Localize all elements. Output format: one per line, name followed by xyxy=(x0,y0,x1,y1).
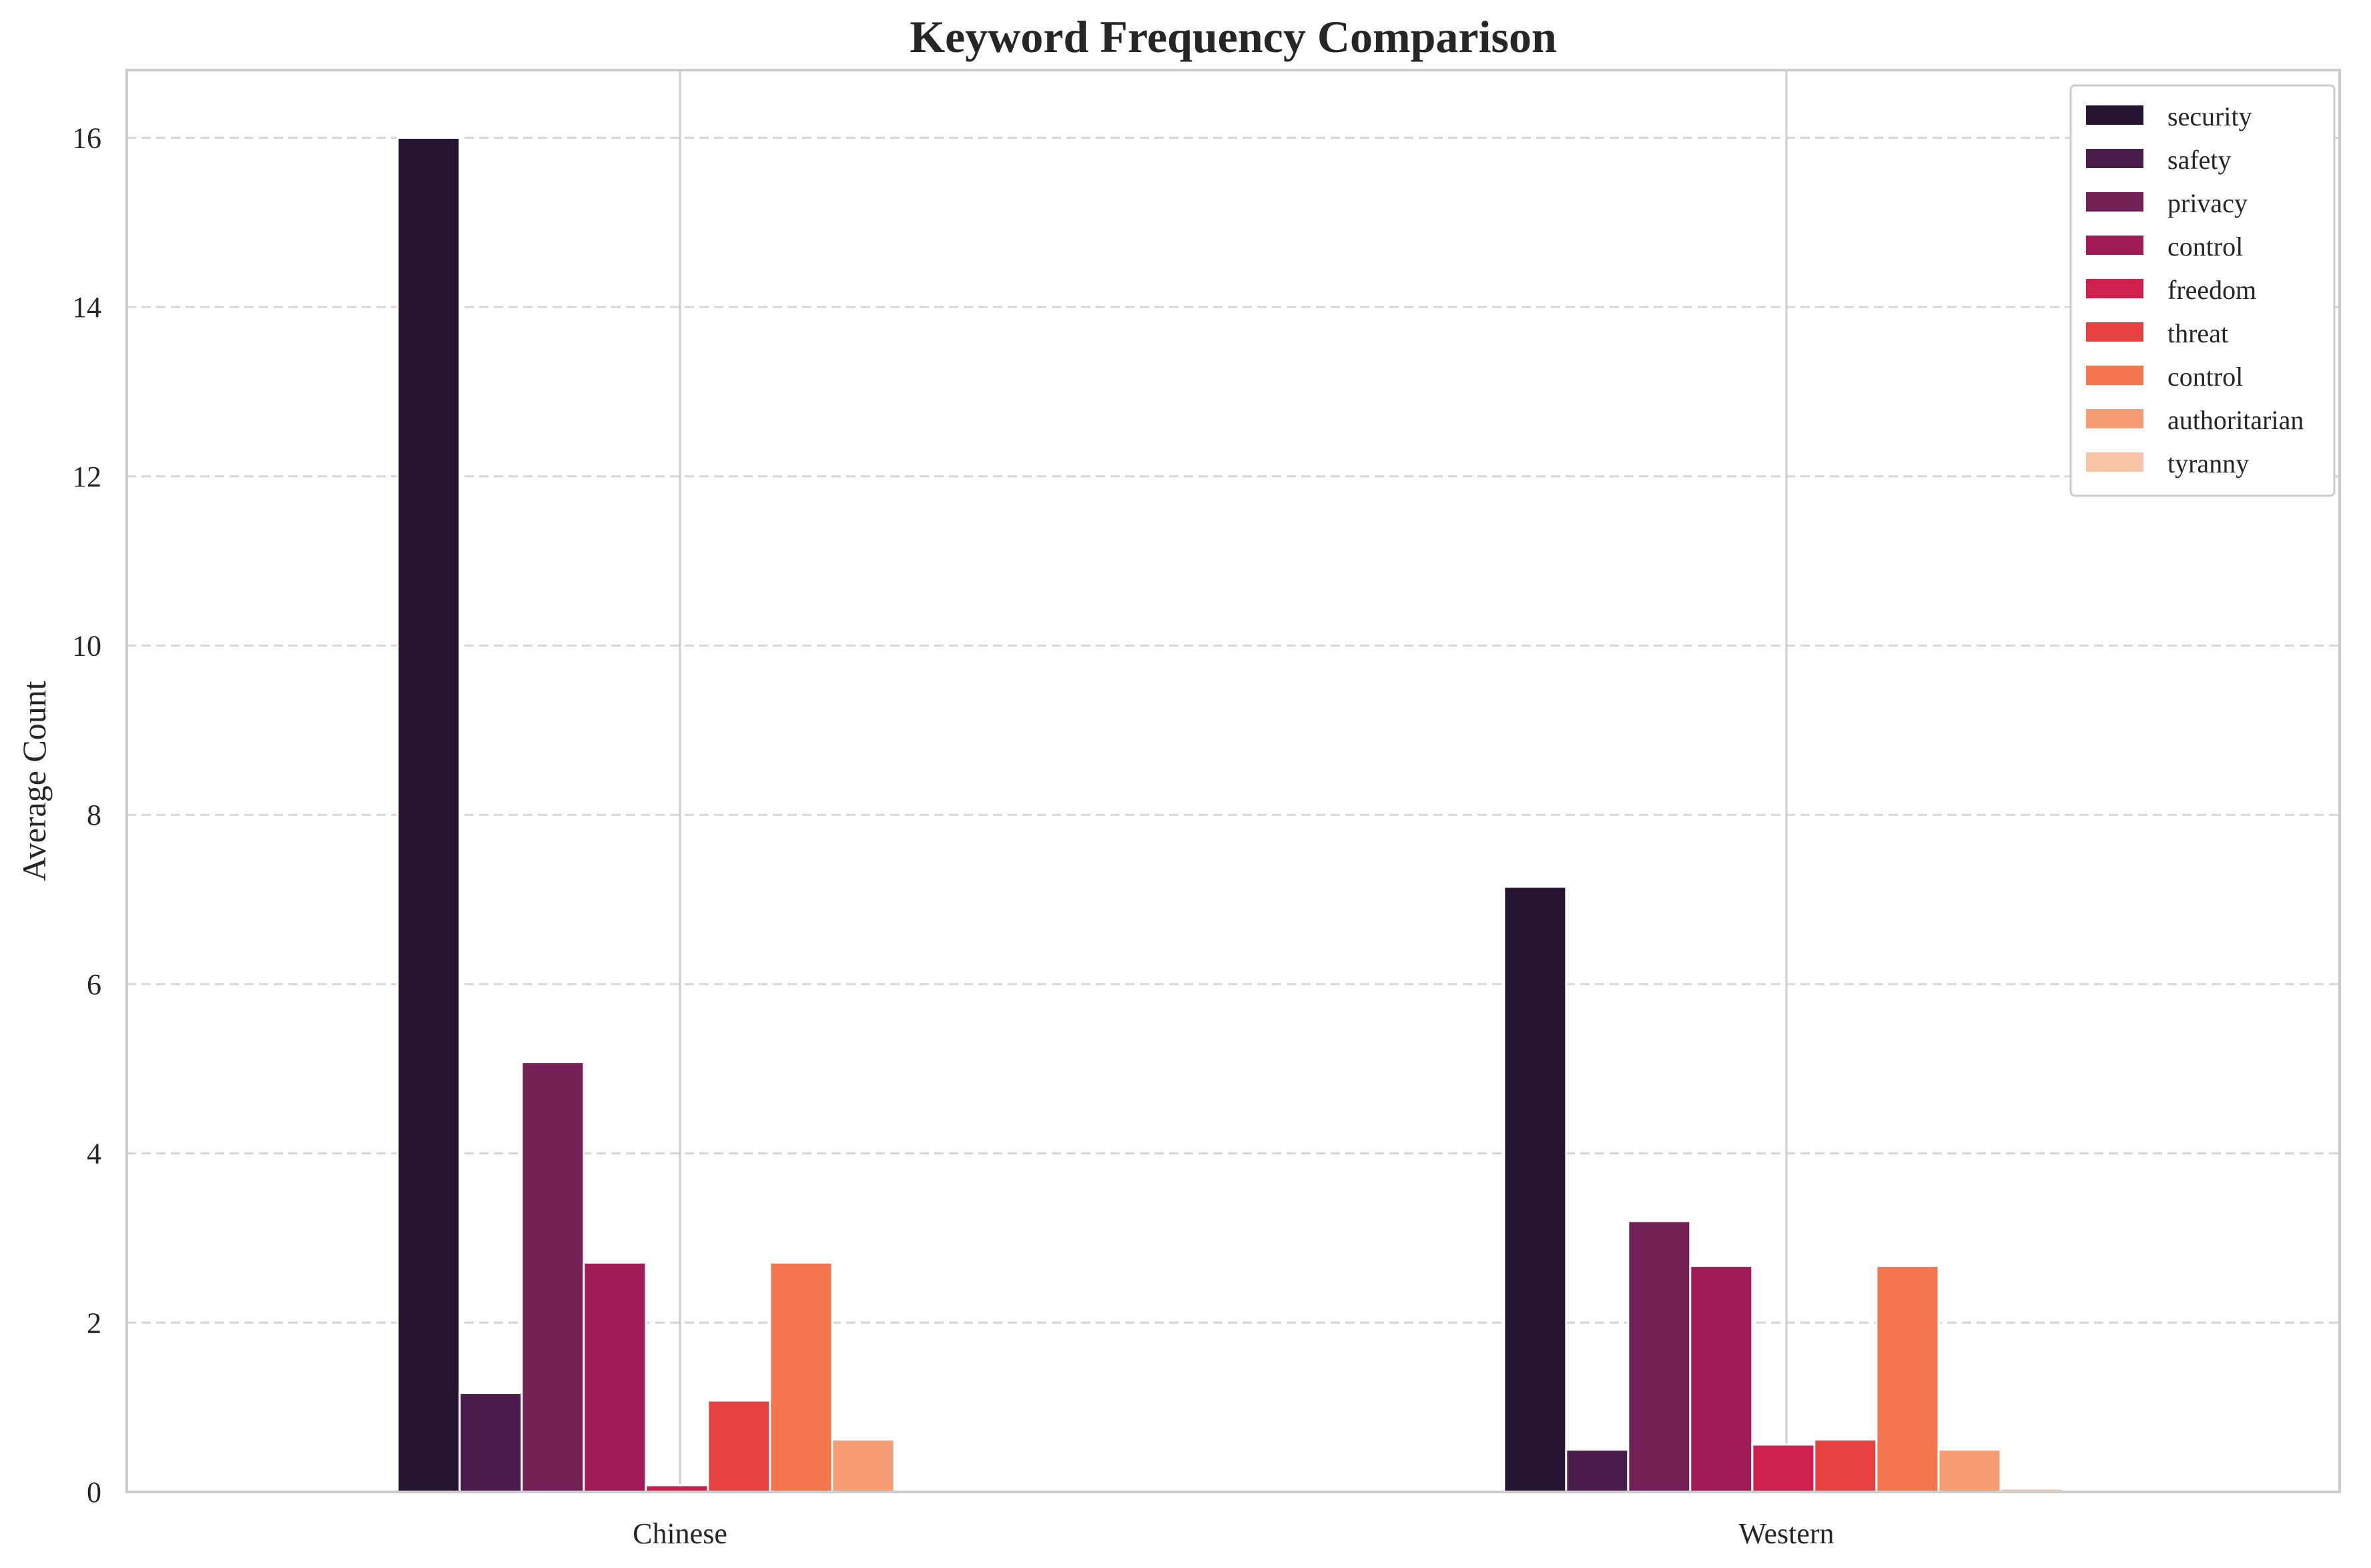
bar-threat-chinese xyxy=(707,1399,771,1493)
bar-threat-western xyxy=(1813,1438,1878,1493)
y-axis-title: Average Count xyxy=(15,681,53,881)
grid-layer xyxy=(127,136,2340,1324)
x-tick-labels: Chinese Western xyxy=(633,1517,1834,1550)
legend-label: control xyxy=(2167,362,2243,392)
legend-swatch xyxy=(2086,279,2143,298)
legend-swatch xyxy=(2086,409,2143,428)
plot-frame xyxy=(125,69,2341,1493)
legend-label: threat xyxy=(2167,318,2228,348)
bar-safety-western xyxy=(1565,1449,1630,1493)
y-tick-label: 16 xyxy=(72,121,101,154)
bar-privacy-chinese xyxy=(521,1061,585,1493)
legend-label: security xyxy=(2167,101,2252,131)
legend-swatch xyxy=(2086,322,2143,342)
legend-label: authoritarian xyxy=(2167,405,2304,435)
legend: security safety privacy control freedom threa… xyxy=(2069,84,2336,497)
legend-swatch xyxy=(2086,236,2143,255)
category-lines xyxy=(679,70,1788,1492)
bar-privacy-western xyxy=(1627,1220,1692,1493)
y-tick-label: 4 xyxy=(87,1138,101,1170)
x-tick-label: Chinese xyxy=(633,1517,727,1550)
bar-safety-chinese xyxy=(458,1392,523,1493)
bar-authoritarian-chinese xyxy=(831,1438,896,1493)
y-tick-label: 6 xyxy=(87,968,101,1001)
legend-swatch xyxy=(2086,149,2143,168)
bar-authoritarian-western xyxy=(1937,1449,2002,1493)
bar-freedom-western xyxy=(1751,1443,1816,1493)
legend-label: privacy xyxy=(2167,188,2248,218)
bar-control-chinese xyxy=(583,1261,647,1493)
chart-title: Keyword Frequency Comparison xyxy=(910,11,1557,62)
legend-swatch xyxy=(2086,452,2143,472)
x-tick-label: Western xyxy=(1738,1517,1834,1550)
y-tick-label: 12 xyxy=(72,460,101,493)
y-tick-label: 0 xyxy=(87,1476,101,1509)
bar-control-western xyxy=(1689,1264,1754,1493)
legend-label: control xyxy=(2167,232,2243,262)
y-tick-label: 10 xyxy=(72,630,101,663)
bar-security-chinese xyxy=(396,136,461,1493)
y-tick-label: 14 xyxy=(72,291,101,324)
bar-security-western xyxy=(1503,885,1568,1493)
bar-control-western xyxy=(1875,1264,1940,1493)
legend-swatch xyxy=(2086,105,2143,125)
bars xyxy=(396,136,2064,1493)
y-tick-label: 2 xyxy=(87,1306,101,1339)
legend-label: freedom xyxy=(2167,275,2256,305)
bar-control-chinese xyxy=(769,1261,833,1493)
legend-swatch xyxy=(2086,192,2143,212)
y-tick-label: 8 xyxy=(87,799,101,831)
y-tick-labels: 0 2 4 6 8 10 12 14 16 xyxy=(72,121,101,1509)
legend-box xyxy=(2069,84,2336,497)
legend-label: tyranny xyxy=(2167,448,2249,478)
legend-label: safety xyxy=(2167,145,2232,175)
legend-swatch xyxy=(2086,366,2143,385)
